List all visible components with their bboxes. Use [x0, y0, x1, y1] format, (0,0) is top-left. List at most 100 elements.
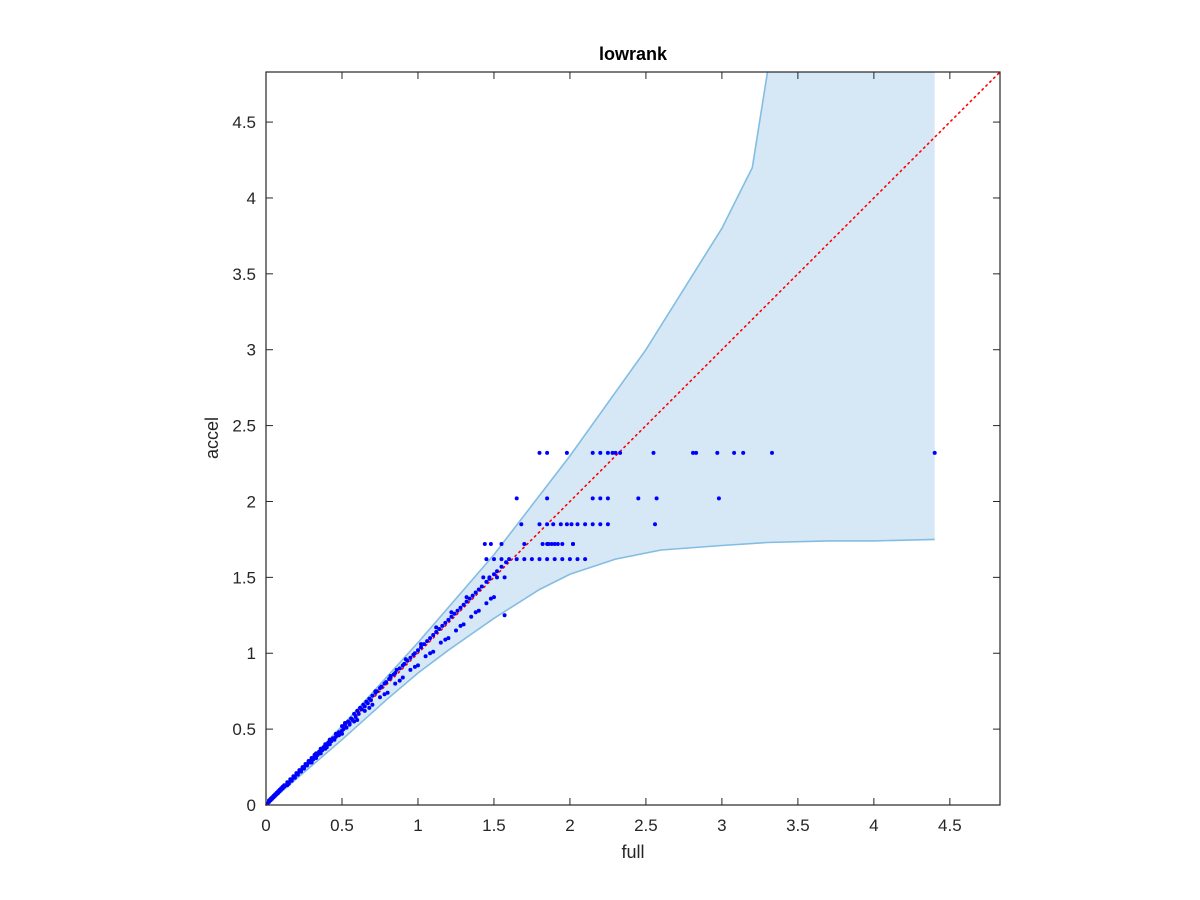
- data-point: [289, 778, 294, 783]
- data-point: [428, 636, 433, 641]
- data-point: [492, 557, 496, 562]
- data-point: [305, 763, 309, 768]
- data-point: [394, 667, 399, 672]
- data-point: [479, 584, 484, 589]
- scatter-points: [265, 450, 937, 806]
- data-point: [347, 722, 352, 727]
- y-tick-label: 3: [247, 341, 256, 360]
- data-point: [355, 708, 360, 713]
- data-point: [379, 684, 384, 689]
- y-tick-label: 0: [247, 796, 256, 815]
- data-point: [438, 640, 443, 645]
- data-point: [449, 614, 454, 619]
- data-point: [352, 711, 357, 716]
- data-point: [770, 450, 774, 455]
- axes-box: [265, 71, 1001, 806]
- data-point: [732, 450, 737, 455]
- data-point: [461, 622, 466, 627]
- data-point: [651, 450, 656, 455]
- data-point: [495, 569, 499, 574]
- x-tick-label: 4: [869, 816, 878, 835]
- data-point: [315, 752, 320, 757]
- data-point: [618, 450, 623, 455]
- data-point: [545, 496, 550, 501]
- data-point: [362, 704, 367, 709]
- data-point: [446, 617, 451, 622]
- data-point: [484, 601, 489, 606]
- data-point: [492, 595, 496, 600]
- data-point: [549, 542, 554, 546]
- data-point: [545, 522, 550, 527]
- y-tick-label: 0.5: [232, 720, 256, 739]
- data-point: [575, 557, 580, 562]
- y-tick-label: 2: [247, 492, 256, 511]
- x-tick-label: 1: [413, 816, 422, 835]
- data-point: [502, 575, 507, 580]
- data-point: [571, 542, 575, 546]
- data-point: [312, 752, 317, 757]
- data-point: [482, 542, 487, 546]
- data-point: [412, 664, 417, 669]
- data-point: [545, 542, 550, 546]
- data-point: [564, 522, 569, 527]
- data-point: [715, 450, 720, 455]
- data-point: [388, 674, 393, 678]
- data-point: [487, 575, 492, 580]
- x-tick-label: 4.5: [938, 816, 962, 835]
- data-point: [384, 680, 389, 685]
- y-axis-label: accel: [202, 417, 222, 459]
- data-point: [932, 450, 937, 455]
- x-tick-label: 2: [565, 816, 574, 835]
- data-point: [469, 614, 474, 619]
- data-point: [458, 623, 463, 628]
- data-point: [495, 575, 499, 580]
- chart-title: lowrank: [599, 44, 668, 64]
- data-point: [519, 522, 524, 527]
- data-point: [286, 781, 291, 786]
- y-tick-label: 1: [247, 644, 256, 663]
- data-point: [437, 627, 442, 631]
- data-point: [694, 450, 699, 455]
- data-point: [367, 705, 372, 710]
- data-point: [552, 542, 557, 546]
- data-point: [400, 675, 405, 680]
- data-point: [408, 655, 413, 660]
- data-point: [440, 623, 445, 628]
- data-point: [352, 719, 357, 724]
- data-point: [449, 610, 454, 615]
- data-point: [598, 496, 603, 501]
- x-tick-label: 2.5: [634, 816, 658, 835]
- data-point: [467, 596, 472, 601]
- data-point: [492, 572, 496, 577]
- data-point: [454, 628, 458, 633]
- data-point: [560, 557, 565, 562]
- data-point: [590, 496, 595, 501]
- data-point: [464, 599, 469, 604]
- reference-line-y-equals-x: [265, 71, 1001, 806]
- data-point: [583, 522, 588, 527]
- data-point: [327, 742, 332, 747]
- data-point: [464, 595, 469, 600]
- data-point: [605, 496, 610, 501]
- data-point: [344, 725, 349, 730]
- data-point: [416, 663, 420, 668]
- data-point: [397, 678, 402, 683]
- data-point: [317, 749, 322, 754]
- data-point: [537, 522, 542, 527]
- data-point: [514, 557, 519, 562]
- data-point: [412, 651, 417, 656]
- data-point: [514, 496, 519, 501]
- data-point: [356, 711, 361, 716]
- data-point: [402, 661, 407, 666]
- y-tick-label: 4.5: [232, 113, 256, 132]
- data-point: [605, 450, 610, 455]
- data-point: [434, 625, 439, 630]
- data-point: [476, 608, 481, 613]
- y-tick-label: 2.5: [232, 417, 256, 436]
- data-point: [299, 769, 303, 774]
- data-point: [443, 637, 448, 642]
- data-point: [393, 681, 398, 686]
- data-point: [382, 692, 387, 697]
- data-point: [555, 542, 560, 546]
- data-point: [431, 649, 436, 654]
